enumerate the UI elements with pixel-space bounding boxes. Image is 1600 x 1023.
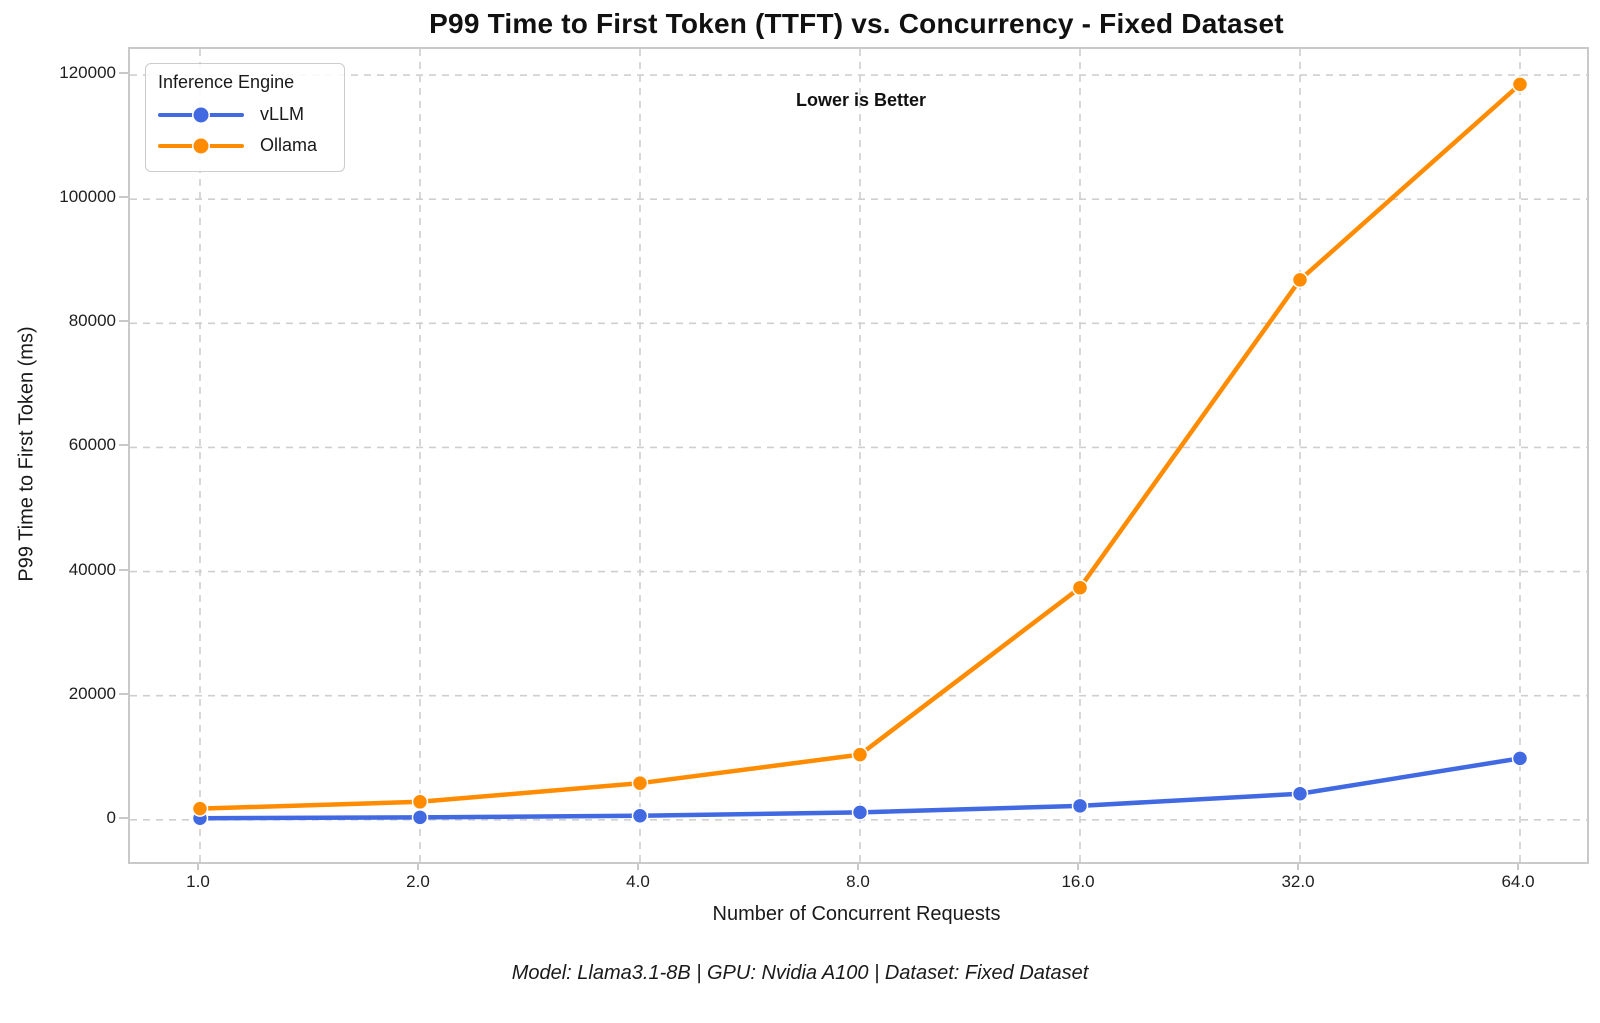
y-tick-mark [119, 196, 128, 199]
x-tick-mark [1297, 862, 1299, 870]
y-tick-mark [119, 444, 128, 447]
y-tick-label: 0 [106, 807, 116, 827]
data-point [631, 807, 649, 825]
y-tick-label: 120000 [59, 63, 116, 83]
chart-title: P99 Time to First Token (TTFT) vs. Concu… [429, 8, 1284, 39]
y-axis-label: P99 Time to First Token (ms) [15, 326, 38, 582]
legend-dot-icon [193, 107, 209, 122]
y-tick-mark [119, 692, 128, 695]
legend-title: Inference Engine [158, 72, 295, 92]
x-tick-label: 16.0 [1061, 872, 1095, 891]
y-tick-mark [119, 568, 128, 571]
data-point [1071, 579, 1089, 596]
y-tick-label: 100000 [59, 187, 116, 207]
x-tick-label: 64.0 [1501, 872, 1535, 891]
y-tick-mark [119, 816, 128, 819]
x-tick-label: 32.0 [1281, 872, 1315, 891]
data-point [1511, 76, 1529, 93]
gridlines [130, 49, 1587, 862]
plot-area: Lower is Better Inference Engine vLLM Oll… [128, 47, 1589, 864]
x-tick-mark [417, 862, 419, 870]
series-ollama [191, 76, 1529, 817]
data-point [191, 800, 209, 817]
x-tick-mark [197, 862, 199, 870]
data-point [1291, 271, 1309, 289]
data-point [1511, 750, 1529, 767]
data-point [631, 774, 649, 792]
legend-label: vLLM [260, 104, 305, 124]
x-axis-label: Number of Concurrent Requests [712, 903, 1001, 925]
y-tick-label: 60000 [68, 435, 116, 455]
x-tick-mark [1077, 862, 1079, 870]
data-point [411, 809, 429, 826]
annotation-lower-is-better: Lower is Better [795, 90, 927, 110]
legend-swatch-icon [158, 138, 244, 153]
data-point [1071, 797, 1089, 815]
legend-entries: vLLM Ollama [158, 99, 330, 161]
y-tick-label: 40000 [68, 559, 116, 579]
data-point [1291, 785, 1309, 802]
data-point [851, 746, 869, 763]
x-tick-label: 2.0 [406, 872, 430, 891]
legend-swatch-icon [158, 107, 244, 122]
x-tick-mark [1517, 862, 1519, 870]
x-tick-label: 4.0 [626, 872, 650, 891]
y-tick-label: 80000 [68, 311, 116, 331]
data-point [411, 793, 429, 811]
legend: Inference Engine vLLM Ollama [145, 63, 345, 172]
x-tick-mark [857, 862, 859, 870]
legend-entry-vllm: vLLM [158, 99, 330, 130]
chart-canvas [130, 49, 1587, 862]
x-tick-label: 1.0 [186, 872, 210, 891]
legend-label: Ollama [260, 135, 318, 155]
x-tick-mark [637, 862, 639, 870]
legend-dot-icon [193, 138, 209, 153]
y-tick-mark [119, 72, 128, 75]
legend-entry-ollama: Ollama [158, 130, 330, 161]
data-point [851, 804, 869, 821]
y-tick-label: 20000 [68, 683, 116, 703]
footer-caption: Model: Llama3.1-8B | GPU: Nvidia A100 | … [511, 962, 1089, 984]
y-tick-mark [119, 320, 128, 323]
x-tick-label: 8.0 [846, 872, 870, 891]
